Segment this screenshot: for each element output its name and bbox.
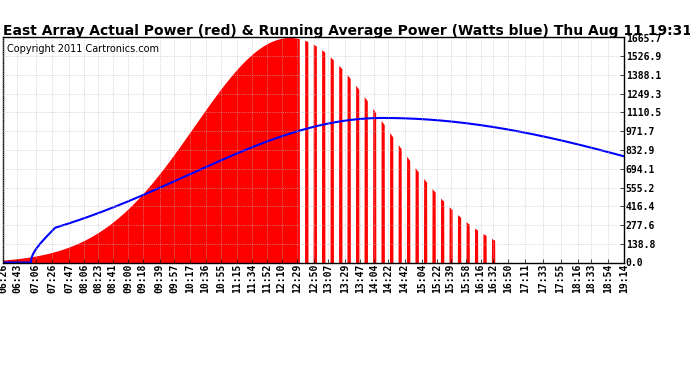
Text: East Array Actual Power (red) & Running Average Power (Watts blue) Thu Aug 11 19: East Array Actual Power (red) & Running … — [3, 24, 690, 38]
Text: Copyright 2011 Cartronics.com: Copyright 2011 Cartronics.com — [7, 44, 159, 54]
